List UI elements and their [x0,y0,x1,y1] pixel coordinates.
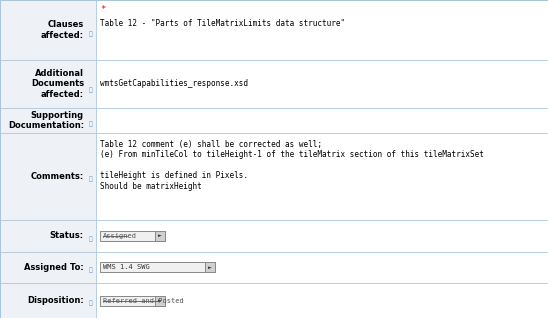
Text: Table 12 - "Parts of TileMatrixLimits data structure": Table 12 - "Parts of TileMatrixLimits da… [100,19,345,28]
Bar [0,0,96,60]
Bar [0,60,96,107]
Bar [155,231,165,241]
Bar [96,220,548,252]
Text: wmtsGetCapabilities_response.xsd: wmtsGetCapabilities_response.xsd [100,79,248,88]
Text: Referred and Posted: Referred and Posted [103,298,184,304]
Text: ►: ► [158,298,162,303]
Text: ⓘ: ⓘ [89,301,92,307]
Bar [96,60,548,107]
Text: Table 12 comment (e) shall be corrected as well;: Table 12 comment (e) shall be corrected … [100,140,322,149]
Text: (e) From minTileCol to tileHeight-1 of the tileMatrix section of this tileMatrix: (e) From minTileCol to tileHeight-1 of t… [100,150,484,159]
Bar [100,231,165,241]
Text: ⓘ: ⓘ [89,87,92,93]
Text: ⓘ: ⓘ [89,267,92,273]
Text: Supporting
Documentation:: Supporting Documentation: [8,111,84,130]
Text: WMS 1.4 SWG: WMS 1.4 SWG [103,264,150,270]
Bar [0,220,96,252]
Bar [155,296,165,306]
Text: Comments:: Comments: [31,172,84,181]
Text: ⓘ: ⓘ [89,121,92,127]
Text: ►: ► [208,265,212,270]
Text: ⓘ: ⓘ [89,236,92,242]
Text: *: * [100,5,105,14]
Bar [96,133,548,220]
Text: Assigned To:: Assigned To: [24,263,84,272]
Bar [100,262,215,273]
Text: Should be matrixHeight: Should be matrixHeight [100,182,202,190]
Text: ►: ► [158,233,162,238]
Bar [96,283,548,318]
Bar [0,252,96,283]
Bar [205,262,215,273]
Bar [0,283,96,318]
Bar [0,107,96,133]
Text: Clauses
affected:: Clauses affected: [41,20,84,40]
Bar [100,296,165,306]
Text: tileHeight is defined in Pixels.: tileHeight is defined in Pixels. [100,171,248,180]
Text: Status:: Status: [50,231,84,240]
Text: Assigned: Assigned [103,233,137,239]
Bar [0,133,96,220]
Bar [96,0,548,60]
Text: Additional
Documents
affected:: Additional Documents affected: [31,69,84,99]
Text: ⓘ: ⓘ [89,31,92,37]
Bar [96,252,548,283]
Text: Disposition:: Disposition: [27,296,84,305]
Bar [96,107,548,133]
Text: ⓘ: ⓘ [89,176,92,182]
